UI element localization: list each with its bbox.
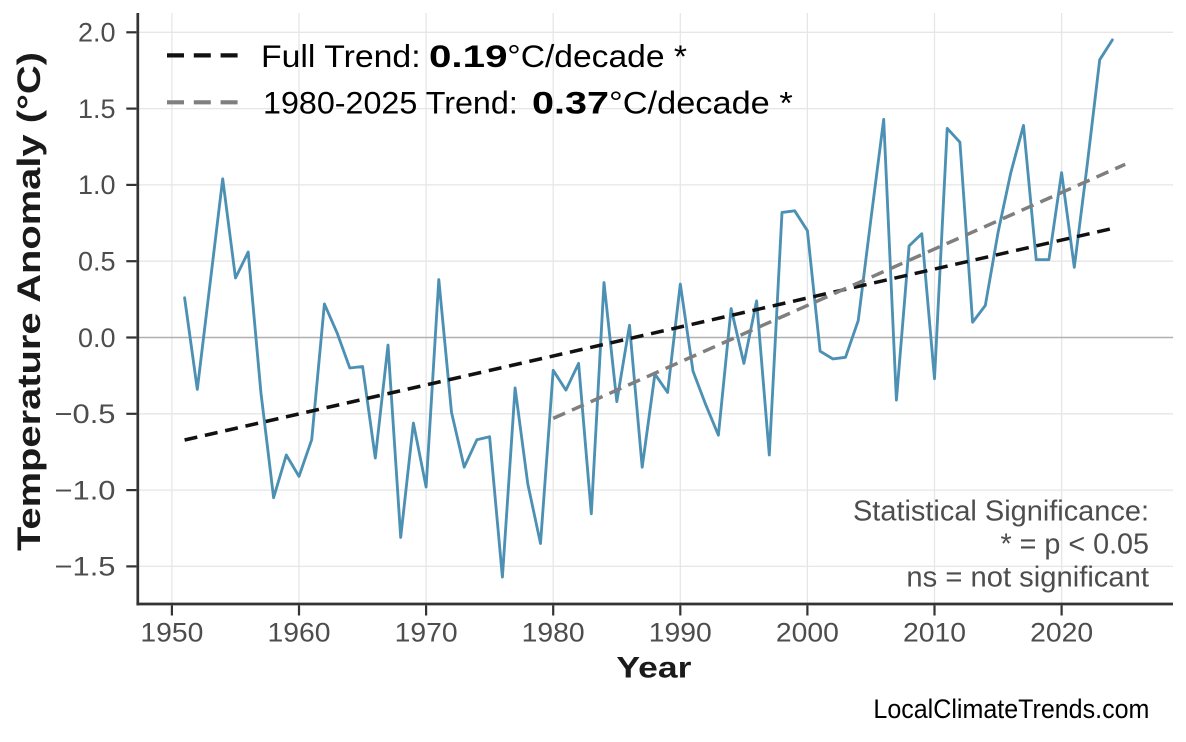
svg-text:Statistical Significance:: Statistical Significance: bbox=[853, 495, 1149, 527]
svg-text:Full Trend:: Full Trend: bbox=[261, 38, 421, 74]
svg-text:1990: 1990 bbox=[649, 618, 712, 648]
svg-text:* = p < 0.05: * = p < 0.05 bbox=[1001, 528, 1150, 560]
svg-text:2020: 2020 bbox=[1030, 618, 1093, 648]
svg-text:1980: 1980 bbox=[522, 618, 585, 648]
svg-text:LocalClimateTrends.com: LocalClimateTrends.com bbox=[873, 694, 1149, 724]
svg-text:1.0: 1.0 bbox=[78, 170, 116, 200]
svg-text:0.5: 0.5 bbox=[78, 247, 116, 277]
svg-text:1960: 1960 bbox=[268, 618, 331, 648]
svg-text:0.19: 0.19 bbox=[429, 38, 508, 74]
svg-text:°C/decade *: °C/decade * bbox=[507, 38, 687, 74]
svg-text:Temperature Anomaly (°C): Temperature Anomaly (°C) bbox=[11, 52, 47, 551]
svg-text:1950: 1950 bbox=[140, 618, 203, 648]
svg-text:−1.0: −1.0 bbox=[55, 475, 116, 505]
svg-text:0.37: 0.37 bbox=[532, 85, 609, 121]
svg-text:1980-2025 Trend:: 1980-2025 Trend: bbox=[263, 85, 518, 121]
svg-text:1.5: 1.5 bbox=[78, 94, 116, 124]
svg-text:−1.5: −1.5 bbox=[55, 552, 116, 582]
svg-text:0.0: 0.0 bbox=[78, 323, 116, 353]
svg-text:2010: 2010 bbox=[903, 618, 966, 648]
svg-text:2.0: 2.0 bbox=[78, 18, 116, 48]
svg-text:1970: 1970 bbox=[395, 618, 458, 648]
svg-text:Year: Year bbox=[616, 651, 691, 684]
svg-text:−0.5: −0.5 bbox=[55, 399, 116, 429]
svg-text:ns = not significant: ns = not significant bbox=[906, 561, 1149, 593]
svg-text:2000: 2000 bbox=[776, 618, 839, 648]
svg-text:°C/decade *: °C/decade * bbox=[609, 85, 793, 121]
